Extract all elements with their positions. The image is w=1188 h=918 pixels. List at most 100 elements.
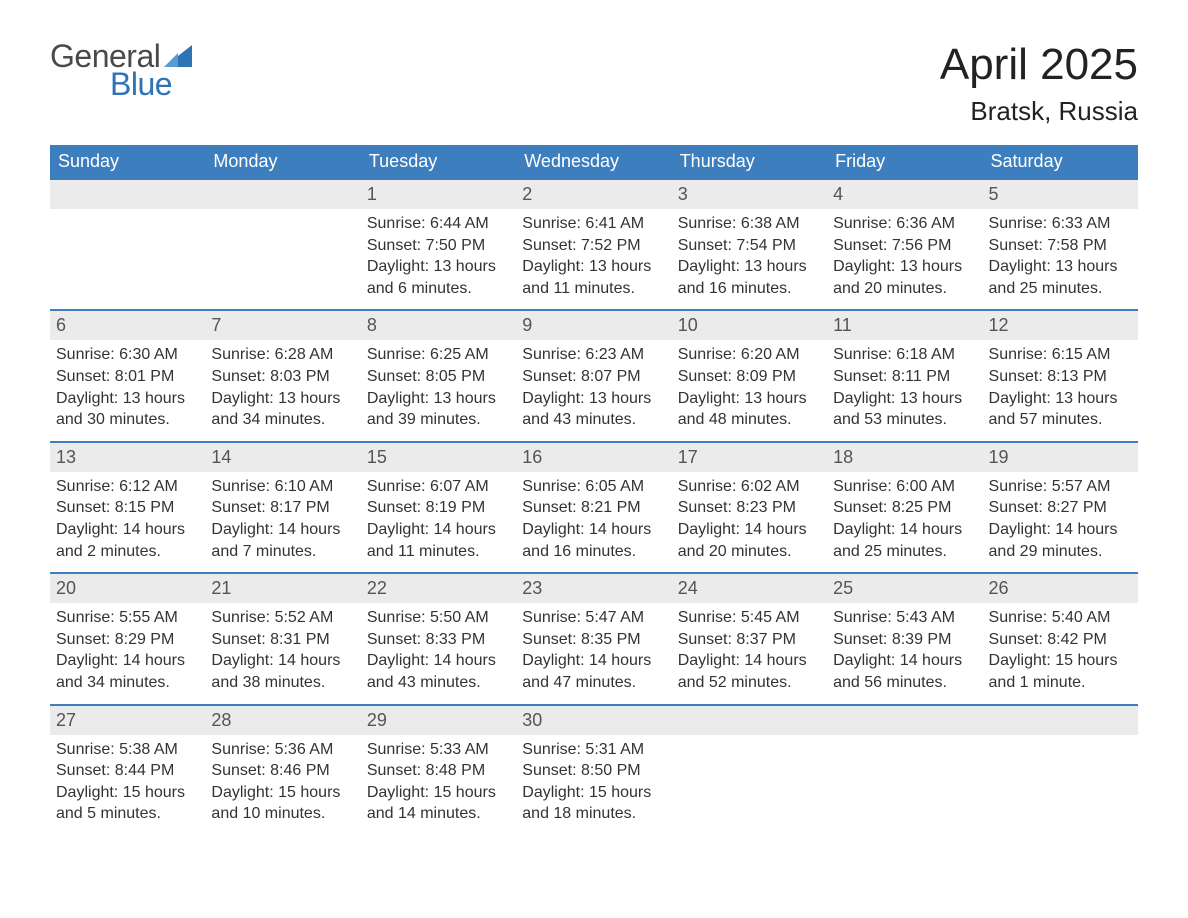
- day-content: Sunrise: 6:30 AMSunset: 8:01 PMDaylight:…: [50, 340, 205, 440]
- sunset-value: 8:15 PM: [115, 499, 175, 516]
- day-number: 3: [672, 178, 827, 209]
- daylight-line: Daylight: 15 hours and 14 minutes.: [367, 782, 510, 825]
- sunrise-label: Sunrise:: [211, 346, 270, 363]
- sunrise-line: Sunrise: 6:28 AM: [211, 344, 354, 366]
- calendar-day-cell: 4Sunrise: 6:36 AMSunset: 7:56 PMDaylight…: [827, 178, 982, 309]
- day-content: Sunrise: 5:31 AMSunset: 8:50 PMDaylight:…: [516, 735, 671, 835]
- day-number: 21: [205, 572, 360, 603]
- sunset-line: Sunset: 8:15 PM: [56, 497, 199, 519]
- daylight-label: Daylight:: [833, 390, 895, 407]
- sunset-line: Sunset: 8:11 PM: [833, 366, 976, 388]
- sunset-value: 7:58 PM: [1047, 237, 1107, 254]
- location: Bratsk, Russia: [940, 96, 1138, 127]
- day-content: Sunrise: 6:05 AMSunset: 8:21 PMDaylight:…: [516, 472, 671, 572]
- daylight-line: Daylight: 13 hours and 16 minutes.: [678, 256, 821, 299]
- sunrise-value: 5:43 AM: [896, 609, 955, 626]
- daylight-line: Daylight: 13 hours and 48 minutes.: [678, 388, 821, 431]
- sunrise-line: Sunrise: 5:52 AM: [211, 607, 354, 629]
- calendar-day-cell: 20Sunrise: 5:55 AMSunset: 8:29 PMDayligh…: [50, 572, 205, 703]
- sunrise-value: 6:25 AM: [430, 346, 489, 363]
- daylight-line: Daylight: 13 hours and 53 minutes.: [833, 388, 976, 431]
- daylight-line: Daylight: 14 hours and 38 minutes.: [211, 650, 354, 693]
- weekday-header: Monday: [205, 145, 360, 178]
- daylight-label: Daylight:: [367, 652, 429, 669]
- sunset-label: Sunset:: [833, 499, 887, 516]
- day-number: 19: [983, 441, 1138, 472]
- daylight-line: Daylight: 14 hours and 29 minutes.: [989, 519, 1132, 562]
- day-content: Sunrise: 6:02 AMSunset: 8:23 PMDaylight:…: [672, 472, 827, 572]
- sunset-line: Sunset: 8:09 PM: [678, 366, 821, 388]
- sunrise-value: 5:31 AM: [585, 741, 644, 758]
- day-number: [205, 178, 360, 209]
- daylight-line: Daylight: 14 hours and 11 minutes.: [367, 519, 510, 562]
- sunset-line: Sunset: 7:50 PM: [367, 235, 510, 257]
- daylight-line: Daylight: 13 hours and 30 minutes.: [56, 388, 199, 431]
- calendar-day-cell: 14Sunrise: 6:10 AMSunset: 8:17 PMDayligh…: [205, 441, 360, 572]
- day-content: Sunrise: 6:18 AMSunset: 8:11 PMDaylight:…: [827, 340, 982, 440]
- daylight-label: Daylight:: [989, 521, 1051, 538]
- sunrise-label: Sunrise:: [678, 346, 737, 363]
- daylight-label: Daylight:: [989, 390, 1051, 407]
- sunrise-line: Sunrise: 5:47 AM: [522, 607, 665, 629]
- sunset-label: Sunset:: [522, 237, 576, 254]
- daylight-label: Daylight:: [211, 784, 273, 801]
- sunrise-value: 6:02 AM: [741, 478, 800, 495]
- logo-word-blue: Blue: [110, 68, 192, 100]
- day-content: Sunrise: 5:47 AMSunset: 8:35 PMDaylight:…: [516, 603, 671, 703]
- calendar-week-row: 27Sunrise: 5:38 AMSunset: 8:44 PMDayligh…: [50, 704, 1138, 835]
- calendar-day-cell: 22Sunrise: 5:50 AMSunset: 8:33 PMDayligh…: [361, 572, 516, 703]
- sunrise-label: Sunrise:: [833, 478, 892, 495]
- sunrise-value: 6:18 AM: [896, 346, 955, 363]
- daylight-label: Daylight:: [678, 390, 740, 407]
- daylight-line: Daylight: 13 hours and 43 minutes.: [522, 388, 665, 431]
- sunset-label: Sunset:: [367, 631, 421, 648]
- sunrise-line: Sunrise: 6:20 AM: [678, 344, 821, 366]
- day-number: 9: [516, 309, 671, 340]
- sunrise-value: 6:33 AM: [1052, 215, 1111, 232]
- sunset-line: Sunset: 8:44 PM: [56, 760, 199, 782]
- day-number: 17: [672, 441, 827, 472]
- sunrise-value: 6:10 AM: [275, 478, 334, 495]
- calendar-day-cell: 11Sunrise: 6:18 AMSunset: 8:11 PMDayligh…: [827, 309, 982, 440]
- day-number: 12: [983, 309, 1138, 340]
- day-number: 2: [516, 178, 671, 209]
- day-number: [827, 704, 982, 735]
- day-number: 15: [361, 441, 516, 472]
- sunset-line: Sunset: 8:25 PM: [833, 497, 976, 519]
- sunrise-label: Sunrise:: [522, 215, 581, 232]
- day-content: Sunrise: 6:15 AMSunset: 8:13 PMDaylight:…: [983, 340, 1138, 440]
- sunrise-line: Sunrise: 6:12 AM: [56, 476, 199, 498]
- sunrise-value: 6:38 AM: [741, 215, 800, 232]
- sunset-value: 8:19 PM: [426, 499, 486, 516]
- calendar-day-cell: 23Sunrise: 5:47 AMSunset: 8:35 PMDayligh…: [516, 572, 671, 703]
- weekday-header: Sunday: [50, 145, 205, 178]
- calendar-day-cell: 19Sunrise: 5:57 AMSunset: 8:27 PMDayligh…: [983, 441, 1138, 572]
- sunset-label: Sunset:: [833, 631, 887, 648]
- sunrise-line: Sunrise: 5:40 AM: [989, 607, 1132, 629]
- day-content: Sunrise: 6:33 AMSunset: 7:58 PMDaylight:…: [983, 209, 1138, 309]
- daylight-line: Daylight: 15 hours and 10 minutes.: [211, 782, 354, 825]
- sunset-line: Sunset: 8:07 PM: [522, 366, 665, 388]
- day-content: Sunrise: 5:33 AMSunset: 8:48 PMDaylight:…: [361, 735, 516, 835]
- sunrise-value: 6:12 AM: [119, 478, 178, 495]
- daylight-line: Daylight: 13 hours and 11 minutes.: [522, 256, 665, 299]
- weekday-header: Wednesday: [516, 145, 671, 178]
- daylight-label: Daylight:: [522, 784, 584, 801]
- day-number: 7: [205, 309, 360, 340]
- calendar-day-cell: [50, 178, 205, 309]
- daylight-label: Daylight:: [833, 258, 895, 275]
- daylight-label: Daylight:: [56, 784, 118, 801]
- sunrise-line: Sunrise: 6:15 AM: [989, 344, 1132, 366]
- daylight-line: Daylight: 14 hours and 52 minutes.: [678, 650, 821, 693]
- day-number: 11: [827, 309, 982, 340]
- sunset-value: 8:09 PM: [736, 368, 796, 385]
- daylight-line: Daylight: 15 hours and 18 minutes.: [522, 782, 665, 825]
- sunset-value: 8:27 PM: [1047, 499, 1107, 516]
- daylight-label: Daylight:: [678, 521, 740, 538]
- sunset-label: Sunset:: [56, 499, 110, 516]
- sunset-value: 8:35 PM: [581, 631, 641, 648]
- day-number: [50, 178, 205, 209]
- sunset-label: Sunset:: [211, 762, 265, 779]
- sunrise-label: Sunrise:: [678, 215, 737, 232]
- daylight-line: Daylight: 14 hours and 20 minutes.: [678, 519, 821, 562]
